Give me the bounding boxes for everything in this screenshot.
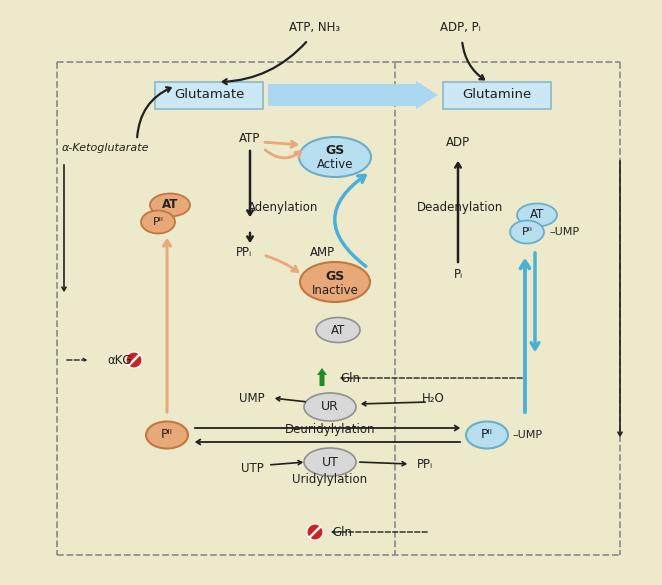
Ellipse shape: [304, 448, 356, 476]
Text: PPᵢ: PPᵢ: [236, 246, 252, 259]
Text: ATP: ATP: [239, 132, 261, 144]
Ellipse shape: [141, 211, 175, 233]
Ellipse shape: [307, 524, 323, 540]
Text: ADP, Pᵢ: ADP, Pᵢ: [440, 22, 481, 35]
Ellipse shape: [466, 422, 508, 449]
Text: Glutamine: Glutamine: [462, 88, 532, 102]
Ellipse shape: [517, 204, 557, 226]
Text: –UMP: –UMP: [512, 430, 542, 440]
Ellipse shape: [126, 352, 142, 368]
Ellipse shape: [150, 194, 190, 216]
Text: AT: AT: [331, 324, 345, 336]
FancyArrow shape: [317, 368, 327, 386]
Ellipse shape: [510, 221, 544, 243]
Text: GS: GS: [326, 270, 345, 283]
Bar: [443, 82, 551, 109]
Text: α-Ketoglutarate: α-Ketoglutarate: [62, 143, 149, 153]
Text: AMP: AMP: [309, 246, 334, 259]
FancyArrow shape: [268, 81, 438, 109]
Text: Pᵢ: Pᵢ: [453, 269, 463, 281]
Text: Deadenylation: Deadenylation: [417, 201, 503, 214]
Ellipse shape: [316, 318, 360, 342]
Text: AT: AT: [162, 198, 178, 212]
Text: AT: AT: [530, 208, 544, 222]
Ellipse shape: [146, 422, 188, 449]
Text: UR: UR: [321, 401, 339, 414]
Text: UMP: UMP: [239, 391, 265, 404]
Text: αKG: αKG: [107, 353, 132, 366]
Text: H₂O: H₂O: [422, 391, 444, 404]
Text: Pᴵᴵ: Pᴵᴵ: [522, 227, 532, 237]
Text: Gln: Gln: [332, 525, 352, 539]
Text: Active: Active: [316, 159, 354, 171]
Text: Glutamate: Glutamate: [174, 88, 244, 102]
Ellipse shape: [299, 137, 371, 177]
Ellipse shape: [304, 393, 356, 421]
Text: –UMP: –UMP: [549, 227, 579, 237]
Text: Pᴵᴵ: Pᴵᴵ: [481, 428, 493, 442]
Text: UT: UT: [322, 456, 338, 469]
Text: PPᵢ: PPᵢ: [417, 459, 433, 472]
Bar: [155, 82, 263, 109]
Ellipse shape: [300, 262, 370, 302]
Text: GS: GS: [326, 144, 345, 157]
Text: ADP: ADP: [446, 136, 470, 150]
Text: Pᴵᴵ: Pᴵᴵ: [152, 217, 164, 227]
Text: Gln: Gln: [340, 371, 360, 384]
Text: UTP: UTP: [240, 462, 263, 474]
Text: Uridylylation: Uridylylation: [293, 473, 367, 487]
Text: Pᴵᴵ: Pᴵᴵ: [161, 428, 173, 442]
Text: Deuridylylation: Deuridylylation: [285, 424, 375, 436]
Text: Inactive: Inactive: [312, 284, 358, 297]
Text: ATP, NH₃: ATP, NH₃: [289, 22, 340, 35]
Text: Adenylation: Adenylation: [248, 201, 318, 214]
